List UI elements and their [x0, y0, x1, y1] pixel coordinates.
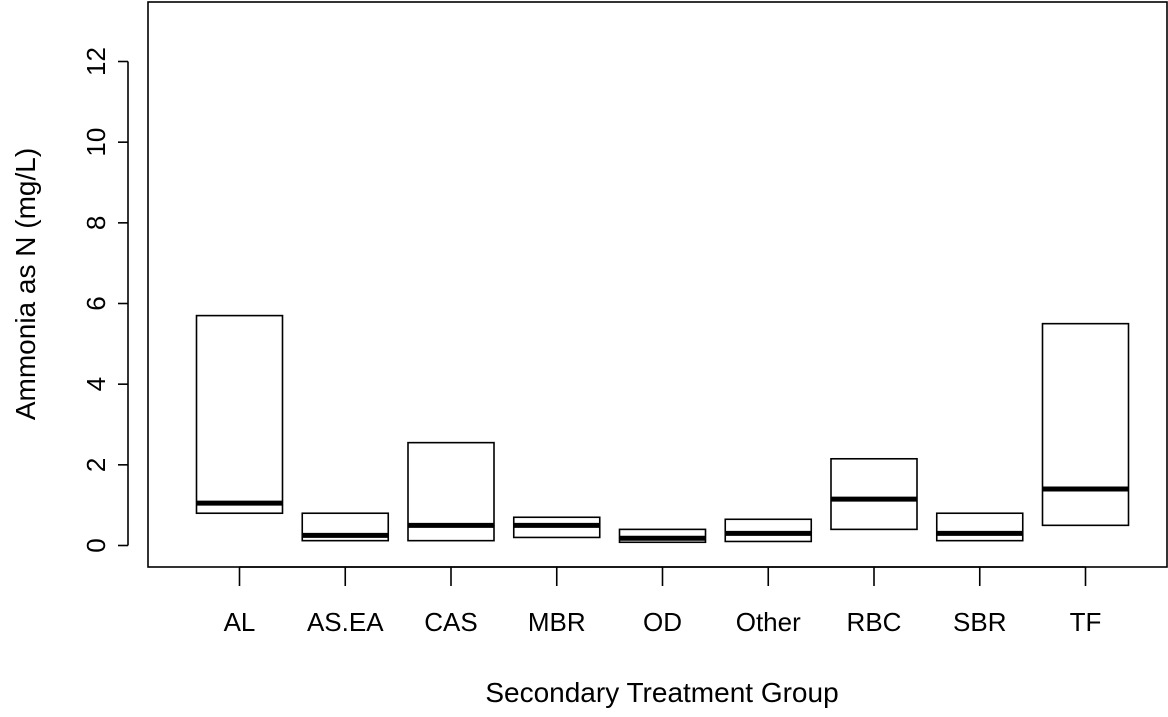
plot-frame — [147, 1, 1168, 568]
box-rbc — [830, 457, 918, 531]
box-mbr — [512, 516, 601, 539]
box-other — [724, 518, 813, 543]
box-as-ea — [301, 512, 390, 542]
x-tick-label: AL — [224, 607, 256, 637]
box-al — [195, 314, 284, 515]
y-tick-label: 12 — [81, 47, 111, 76]
x-axis-title: Secondary Treatment Group — [485, 677, 838, 708]
box-iqr — [195, 314, 284, 515]
box-cas — [407, 441, 495, 542]
box-iqr — [1041, 322, 1130, 527]
x-tick-label: TF — [1070, 607, 1102, 637]
x-tick-label: RBC — [847, 607, 902, 637]
y-tick-label: 0 — [81, 538, 111, 552]
x-tick-label: Other — [736, 607, 801, 637]
y-tick-label: 10 — [81, 128, 111, 157]
box-iqr — [724, 518, 813, 543]
box-od — [618, 528, 707, 544]
box-tf — [1041, 322, 1130, 527]
y-tick-label: 2 — [81, 458, 111, 472]
y-tick-label: 4 — [81, 377, 111, 391]
x-tick-label: MBR — [528, 607, 586, 637]
box-iqr — [935, 512, 1024, 542]
y-axis-title: Ammonia as N (mg/L) — [10, 148, 41, 420]
x-tick-label: CAS — [424, 607, 477, 637]
x-tick-label: SBR — [953, 607, 1006, 637]
x-tick-label: OD — [643, 607, 682, 637]
x-tick-label: AS.EA — [307, 607, 384, 637]
y-tick-label: 6 — [81, 296, 111, 310]
box-iqr — [830, 457, 918, 531]
box-sbr — [935, 512, 1024, 542]
y-tick-label: 8 — [81, 216, 111, 230]
